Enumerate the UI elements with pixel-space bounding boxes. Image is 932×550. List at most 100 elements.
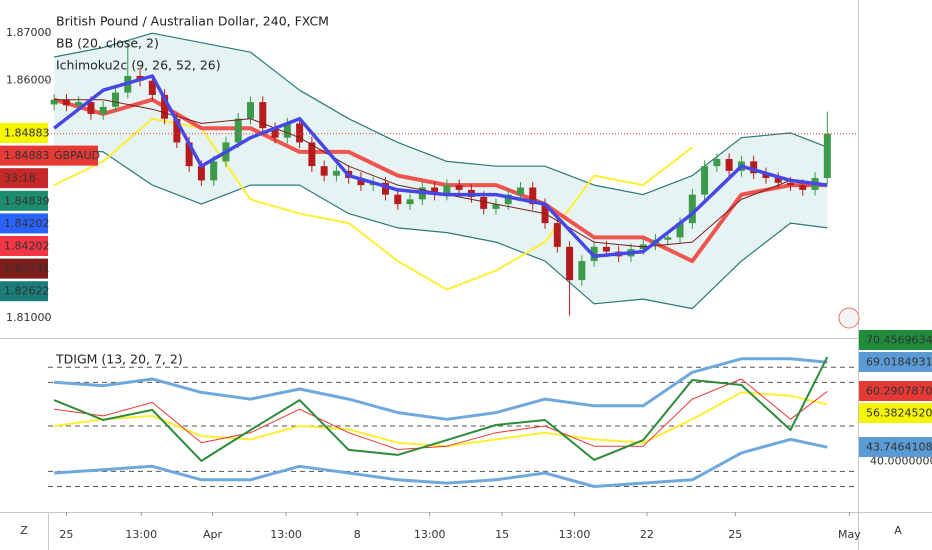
price-badge [0, 236, 48, 256]
candle-body [296, 123, 304, 143]
candle-body [566, 246, 574, 281]
candle-body [664, 237, 672, 240]
y-tick-label: 1.81000 [6, 311, 52, 324]
candle-body [308, 142, 316, 167]
candle-body [553, 223, 561, 247]
price-badge-label: 1.84202 [4, 217, 50, 230]
candle-body [394, 194, 402, 205]
x-tick-label: 15 [495, 528, 509, 541]
candle-body [357, 178, 365, 186]
candle-body [406, 199, 414, 205]
price-badge-label: 1.83731 [4, 262, 50, 275]
x-tick-label: 13:00 [559, 528, 591, 541]
candle-body [271, 128, 279, 138]
candle-body [320, 166, 328, 176]
indicator-badge-label: 60.29078704 [866, 385, 932, 398]
candle-body [602, 246, 610, 252]
indicator-badge-label: 43.74641088 [866, 441, 932, 454]
candle-body [713, 159, 721, 167]
indicator-badge-label: 69.01849318 [866, 356, 932, 369]
price-badge-label: 1.84839 [4, 194, 50, 207]
price-badge [0, 123, 48, 143]
candle-body [259, 102, 267, 129]
candle-body [161, 94, 169, 119]
corner-label[interactable]: Z [20, 524, 28, 537]
x-tick-label: 8 [354, 528, 361, 541]
price-badge-label: 1.84883 [4, 149, 50, 162]
x-tick-label: 13:00 [270, 528, 302, 541]
candle-body [443, 185, 451, 195]
price-badge-label: 1.84883 [4, 127, 50, 140]
bb-lower [54, 146, 828, 310]
x-tick-label: 25 [59, 528, 73, 541]
x-tick-label: May [838, 528, 861, 541]
indicator-upper [53, 357, 828, 421]
candle-body [75, 102, 83, 106]
indicator-title: TDIGM (13, 20, 7, 2) [55, 352, 183, 367]
candle-body [197, 166, 205, 181]
candle-body [112, 92, 119, 107]
candle-body [480, 197, 488, 209]
candle-body [750, 161, 758, 174]
candle-body [332, 170, 340, 176]
price-badge [0, 145, 98, 166]
candle-body [173, 118, 181, 143]
price-badge [0, 168, 48, 189]
candle-body [787, 182, 794, 186]
price-badge-label: 1.82622 [4, 285, 50, 298]
x-tick-label: 13:00 [125, 528, 157, 541]
candle-body [185, 142, 193, 167]
candle-body [492, 204, 500, 209]
candle-body [823, 133, 831, 179]
candle-body [762, 173, 770, 179]
candle-body [688, 194, 696, 224]
candle-body [50, 99, 58, 105]
price-badge-label: 1.84202 [4, 240, 50, 253]
candle-body [247, 102, 254, 119]
y2-tick-label: 40.00000000 [870, 455, 932, 468]
price-badge-name: GBPAUD [54, 149, 100, 162]
price-badge-label: 33:18 [4, 172, 36, 185]
chart-title: British Pound / Australian Dollar, 240, … [56, 14, 329, 29]
indicator-badge [859, 352, 932, 372]
logo [838, 307, 860, 329]
tenkan [53, 74, 828, 259]
candle-body [701, 166, 709, 195]
candle-body [799, 185, 807, 190]
x-tick-label: 25 [728, 528, 742, 541]
candle-body [676, 223, 684, 238]
candle-body [774, 178, 782, 183]
candle-body [234, 118, 242, 143]
candle-body [87, 102, 95, 114]
x-tick-label: Apr [203, 528, 223, 541]
indicator-badge-label: 70.45696347 [866, 334, 932, 347]
candle-body [529, 187, 537, 205]
indicator-badge [859, 381, 932, 401]
indicator-badge [859, 437, 932, 457]
candle-body [62, 99, 70, 106]
candle-body [148, 80, 156, 95]
indicator-signal [54, 378, 828, 450]
candle-body [382, 182, 389, 195]
indicator-lower [53, 437, 828, 488]
candle-body [210, 161, 218, 181]
price-badge [0, 190, 48, 211]
candle-body [578, 261, 586, 281]
candle-body [283, 123, 291, 138]
price-badge [0, 281, 48, 302]
y-tick-label: 1.87000 [6, 26, 52, 39]
indicator-badge [859, 403, 932, 423]
candle-body [725, 159, 733, 171]
candle-body [517, 187, 524, 195]
study-label: Ichimoku2c (9, 26, 52, 26) [56, 58, 221, 73]
x-tick-label: 13:00 [414, 528, 446, 541]
corner-label[interactable]: A [894, 524, 902, 537]
candle-body [455, 185, 463, 190]
candle-body [99, 106, 107, 114]
indicator-badge [859, 330, 932, 350]
y-tick-label: 1.86000 [6, 74, 52, 87]
price-badge [0, 213, 48, 234]
indicator-badge-label: 56.38245203 [866, 407, 932, 420]
